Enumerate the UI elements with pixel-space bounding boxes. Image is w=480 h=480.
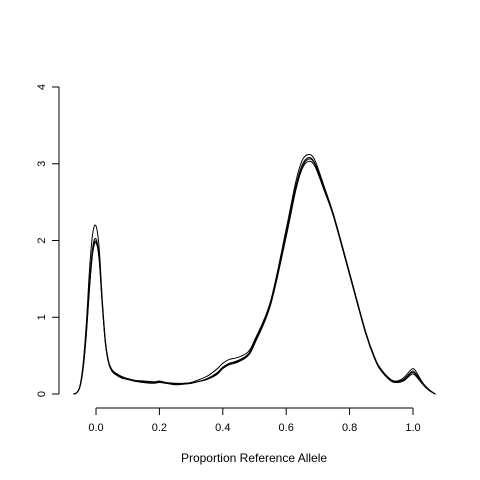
x-tick-label: 1.0 — [405, 422, 420, 434]
x-tick-label: 0.2 — [152, 422, 167, 434]
x-axis-title: Proportion Reference Allele — [181, 451, 327, 465]
y-tick-label: 2 — [36, 237, 48, 243]
x-tick-label: 0.4 — [215, 422, 230, 434]
x-tick-label: 0.6 — [279, 422, 294, 434]
y-tick-label: 3 — [36, 161, 48, 167]
y-tick-label: 1 — [36, 314, 48, 320]
y-tick-label: 0 — [36, 391, 48, 397]
y-tick-label: 4 — [36, 84, 48, 90]
x-tick-label: 0.0 — [88, 422, 103, 434]
x-tick-label: 0.8 — [342, 422, 357, 434]
density-line-4 — [73, 158, 436, 395]
density-line-2 — [73, 157, 436, 395]
density-line-3 — [73, 154, 436, 395]
density-lines-group — [73, 154, 436, 395]
density-line-1 — [73, 160, 436, 395]
axes-group: 0.0 0.2 0.4 0.6 0.8 1.0 0 1 2 3 4 — [36, 84, 421, 434]
